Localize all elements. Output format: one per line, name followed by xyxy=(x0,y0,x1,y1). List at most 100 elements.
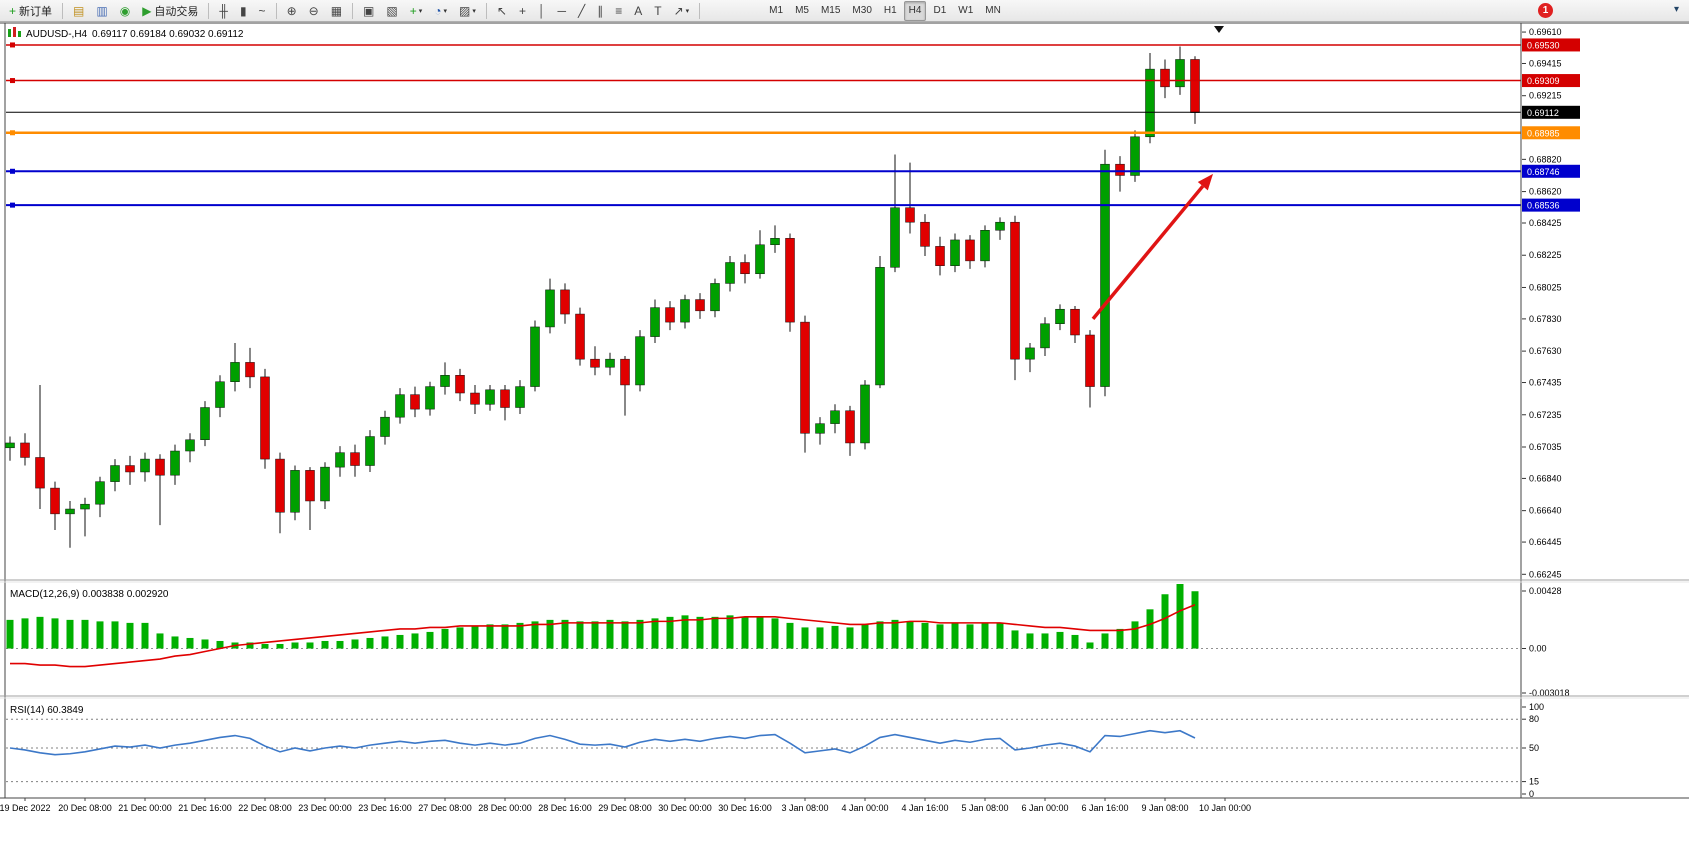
main-toolbar: + 新订单 ▤ ▥ ◉ ▶ 自动交易 ╫ ▮ ~ ⊕ ⊖ ▦ ▣ ▧ + ▾ ◔ ▾ ▨ ▾ ↖ + │ ─ ╱ ∥ ≡ A T ↗ ▾ M1 M… xyxy=(0,0,1689,22)
line-handle[interactable] xyxy=(10,78,15,84)
tf-d1-button[interactable]: D1 xyxy=(928,1,951,21)
rsi-panel xyxy=(6,718,1521,783)
text-label-button[interactable]: T xyxy=(649,1,666,21)
line-chart-button[interactable]: ~ xyxy=(254,1,271,21)
time-label: 23 Dec 16:00 xyxy=(358,803,412,813)
line-handle[interactable] xyxy=(10,42,15,48)
svg-text:0.67235: 0.67235 xyxy=(1529,410,1562,420)
tile-windows-button[interactable]: ▦ xyxy=(326,1,347,21)
candlestick-chart-icon: ▮ xyxy=(239,3,247,18)
tf-m15-button[interactable]: M15 xyxy=(816,1,845,21)
svg-text:0: 0 xyxy=(1529,789,1534,799)
navigator-icon: ◉ xyxy=(119,3,131,18)
svg-text:0.00428: 0.00428 xyxy=(1529,586,1562,596)
data-window-button[interactable]: ▥ xyxy=(91,1,112,21)
navigator-button[interactable]: ◉ xyxy=(115,1,135,21)
zoom-in-icon: ⊕ xyxy=(286,3,297,18)
crosshair-button[interactable]: + xyxy=(514,1,531,21)
chart-window-icon xyxy=(8,27,21,37)
svg-text:100: 100 xyxy=(1529,702,1544,712)
fibonacci-button[interactable]: ≡ xyxy=(610,1,627,21)
chart-title-ohlc: 0.69117 0.69184 0.69032 0.69112 xyxy=(92,29,244,40)
caret-down-icon: ▾ xyxy=(472,7,476,15)
notification-badge[interactable]: 1 xyxy=(1538,3,1553,18)
tf-m30-button[interactable]: M30 xyxy=(847,1,876,21)
horizontal-line-0.68985[interactable] xyxy=(6,130,1521,136)
toolbar-options-icon[interactable]: ▾ xyxy=(1674,4,1680,15)
svg-text:0.68746: 0.68746 xyxy=(1527,167,1560,177)
svg-text:0.69530: 0.69530 xyxy=(1527,40,1560,50)
cascade-windows-button[interactable]: ▣ xyxy=(358,1,379,21)
tf-h4-button[interactable]: H4 xyxy=(903,0,927,21)
tf-h1-button[interactable]: H1 xyxy=(879,1,902,21)
toolbar-separator xyxy=(208,2,210,19)
arrange-windows-button[interactable]: ▧ xyxy=(381,1,402,21)
trend-arrow[interactable] xyxy=(1091,173,1213,321)
price-axis-scale[interactable] xyxy=(1522,23,1689,798)
svg-text:15: 15 xyxy=(1529,777,1539,787)
toolbar-separator xyxy=(62,2,64,19)
cursor-button[interactable]: ↖ xyxy=(492,1,512,21)
market-watch-icon: ▤ xyxy=(73,3,85,18)
tf-m1-button-label: M1 xyxy=(769,5,784,16)
chart-shift-marker[interactable] xyxy=(1214,26,1224,33)
time-label: 10 Jan 00:00 xyxy=(1199,803,1251,813)
main-chart-panel xyxy=(5,42,1521,548)
text-button[interactable]: A xyxy=(629,1,647,21)
macd-panel xyxy=(6,584,1521,668)
text-label-icon: T xyxy=(654,3,662,18)
vertical-line-icon: │ xyxy=(537,3,546,18)
horizontal-line-icon: ─ xyxy=(557,3,566,18)
horizontal-line-0.69309[interactable] xyxy=(6,78,1521,84)
zoom-out-button[interactable]: ⊖ xyxy=(304,1,324,21)
periods-button[interactable]: ◔ ▾ xyxy=(429,1,452,21)
svg-text:-0.003018: -0.003018 xyxy=(1529,688,1570,698)
arrows-button[interactable]: ↗ ▾ xyxy=(669,1,695,21)
line-handle[interactable] xyxy=(10,168,15,174)
time-label: 4 Jan 00:00 xyxy=(841,803,888,813)
new-order-button[interactable]: + 新订单 xyxy=(4,1,57,21)
svg-text:80: 80 xyxy=(1529,714,1539,724)
time-label: 6 Jan 16:00 xyxy=(1081,803,1128,813)
channel-button[interactable]: ∥ xyxy=(592,1,608,21)
time-label: 6 Jan 00:00 xyxy=(1021,803,1068,813)
horizontal-line-button[interactable]: ─ xyxy=(552,1,571,21)
zoom-in-button[interactable]: ⊕ xyxy=(282,1,302,21)
indicators-icon: + xyxy=(409,3,417,18)
macd-signal-line xyxy=(10,604,1196,668)
tf-mn-button[interactable]: MN xyxy=(980,1,1006,21)
tf-m5-button[interactable]: M5 xyxy=(790,1,814,21)
svg-text:0.00: 0.00 xyxy=(1529,644,1547,654)
line-handle[interactable] xyxy=(10,130,15,136)
time-axis: 19 Dec 2022 20 Dec 08:00 21 Dec 00:00 21 De… xyxy=(0,798,1689,862)
market-watch-button[interactable]: ▤ xyxy=(68,1,89,21)
bar-chart-button[interactable]: ╫ xyxy=(214,1,233,21)
toolbar-separator xyxy=(699,2,701,19)
templates-button[interactable]: ▨ ▾ xyxy=(454,1,481,21)
line-chart-icon: ~ xyxy=(258,3,266,18)
line-handle[interactable] xyxy=(10,202,15,208)
tf-m30-button-label: M30 xyxy=(852,5,872,16)
horizontal-line-0.68536[interactable] xyxy=(6,202,1521,208)
candlestick-chart-button[interactable]: ▮ xyxy=(235,1,252,21)
vertical-line-button[interactable]: │ xyxy=(533,1,551,21)
svg-text:0.69112: 0.69112 xyxy=(1527,108,1559,118)
tf-m1-button[interactable]: M1 xyxy=(764,1,788,21)
horizontal-line-0.68746[interactable] xyxy=(6,168,1521,174)
horizontal-line-0.69530[interactable] xyxy=(6,42,1521,48)
indicators-button[interactable]: + ▾ xyxy=(405,1,428,21)
caret-down-icon: ▾ xyxy=(443,7,448,15)
tf-w1-button[interactable]: W1 xyxy=(953,1,978,21)
trendline-button[interactable]: ╱ xyxy=(573,1,590,21)
price-badge-0.69530: 0.69530 xyxy=(1522,38,1580,52)
time-axis-scale[interactable] xyxy=(0,798,1689,862)
chart-title-symbol: AUDUSD-,H4 xyxy=(26,29,88,40)
time-label: 27 Dec 08:00 xyxy=(418,803,472,813)
arrows-icon: ↗ xyxy=(673,3,684,18)
time-label: 30 Dec 16:00 xyxy=(718,803,772,813)
time-label: 5 Jan 08:00 xyxy=(961,803,1008,813)
svg-text:50: 50 xyxy=(1529,743,1539,753)
cascade-windows-icon: ▣ xyxy=(363,3,375,18)
auto-trading-button[interactable]: ▶ 自动交易 xyxy=(137,1,203,21)
tile-windows-icon: ▦ xyxy=(330,3,343,18)
